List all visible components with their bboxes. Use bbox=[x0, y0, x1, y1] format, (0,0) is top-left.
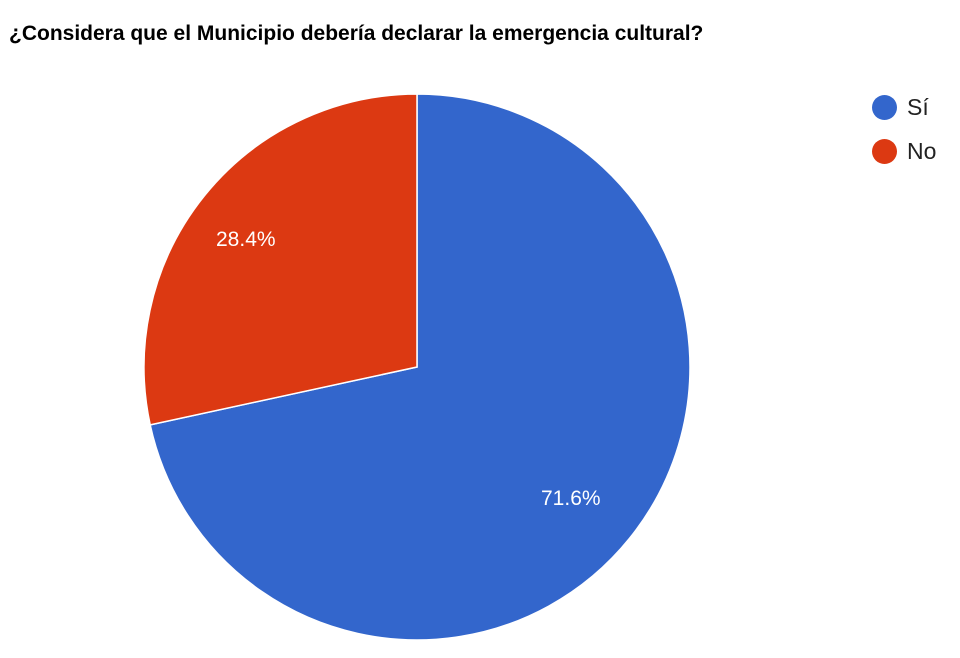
legend: Sí No bbox=[872, 92, 936, 180]
legend-item-no[interactable]: No bbox=[872, 136, 936, 166]
legend-label: Sí bbox=[907, 93, 929, 120]
chart-title: ¿Considera que el Municipio debería decl… bbox=[9, 22, 704, 45]
legend-item-si[interactable]: Sí bbox=[872, 92, 936, 122]
slice-label-si: 71.6% bbox=[541, 487, 601, 510]
pie-slices bbox=[143, 93, 691, 641]
pie-slice-1[interactable] bbox=[143, 93, 418, 426]
pie-slice-0[interactable] bbox=[149, 93, 691, 641]
slice-label-no: 28.4% bbox=[216, 228, 276, 251]
legend-dot-icon bbox=[872, 138, 897, 164]
legend-label: No bbox=[907, 137, 937, 164]
legend-dot-icon bbox=[872, 94, 897, 120]
